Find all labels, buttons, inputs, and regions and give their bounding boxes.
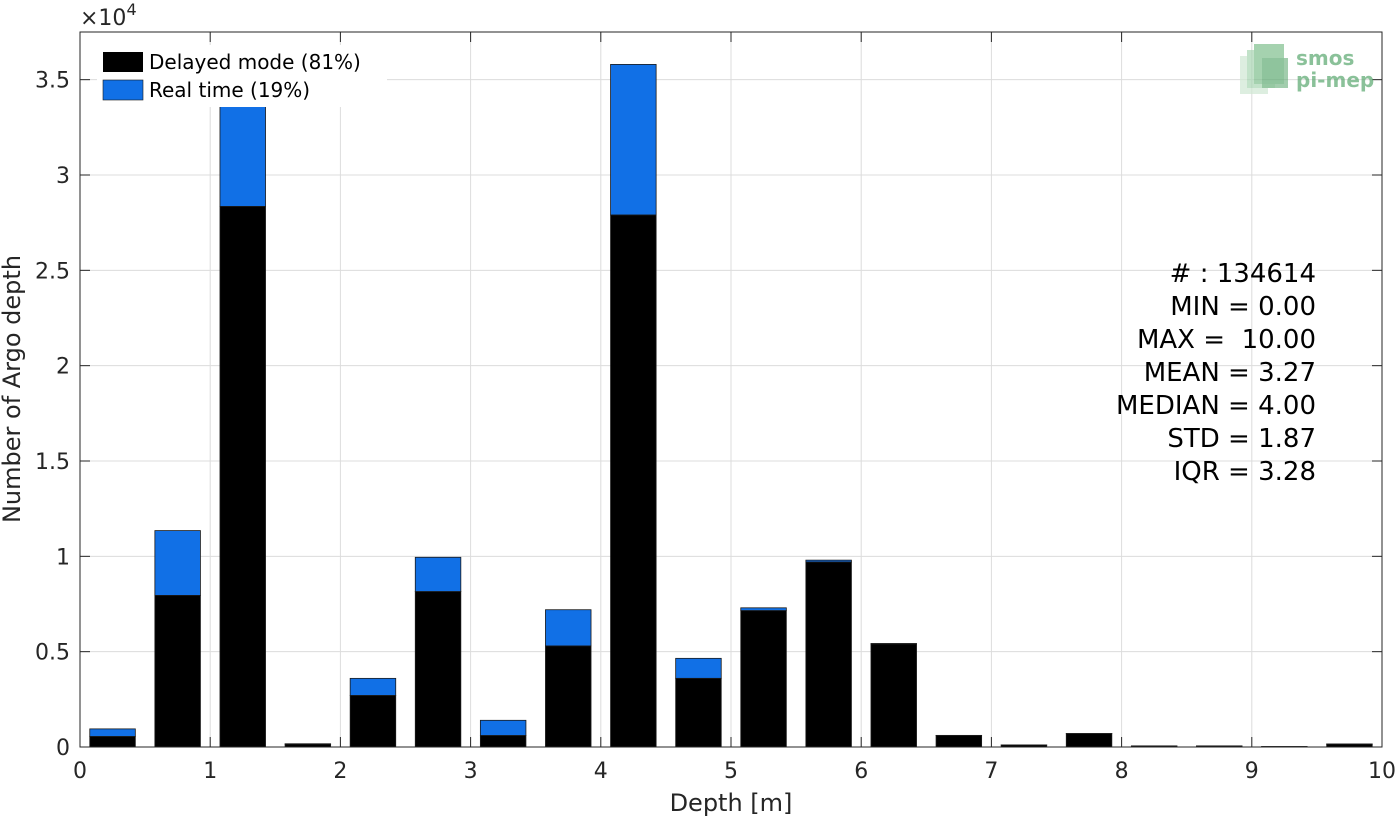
bar-realtime [740,607,787,612]
bar-delayed [935,735,983,748]
bar-delayed [545,645,592,748]
x-tick-label: 9 [1245,759,1259,784]
y-tick-label: 1 [56,545,70,570]
x-tick-label: 10 [1368,759,1396,784]
bar-delayed [349,695,397,748]
bar-realtime [154,530,201,596]
bar-delayed [89,736,136,748]
x-tick-label: 7 [984,759,998,784]
x-tick-label: 6 [854,759,868,784]
y-exponent: ×104 [80,0,137,31]
bar-realtime [610,64,657,216]
x-tick-label: 1 [203,759,217,784]
stat-mean: MEAN = 3.27 [1144,358,1316,388]
logo-mark-icon [1240,44,1288,94]
stats-annotation: # : 134614 MIN = 0.00 MAX = 10.00 MEAN =… [1116,259,1316,487]
axis-ticks: 0 1 2 3 4 5 6 7 8 9 10 0 0.5 1 1.5 2 2.5 3 3.5 [35,32,1396,784]
smos-pimep-logo: smos pi-mep [1240,44,1374,94]
bar-delayed [675,677,722,748]
x-tick-label: 3 [464,759,478,784]
bar-delayed [414,591,462,748]
y-tick-label: 2 [56,355,70,380]
x-tick-label: 0 [73,759,87,784]
y-tick-label: 2.5 [35,259,70,284]
x-tick-label: 5 [724,759,738,784]
bar-delayed [610,214,657,748]
bar-delayed [870,643,917,748]
bar-delayed [479,735,527,748]
bar-realtime [349,677,397,696]
x-tick-label: 4 [594,759,608,784]
bar-realtime [545,609,592,647]
y-axis-label: Number of Argo depth [0,255,26,523]
y-tick-label: 3.5 [35,69,70,94]
bar-delayed [219,206,266,748]
y-tick-label: 3 [56,164,70,189]
legend-label-realtime: Real time (19%) [149,78,310,102]
legend: Delayed mode (81%) Real time (19%) [97,45,387,107]
bar-realtime [89,728,136,737]
grid-lines [80,32,1382,747]
x-axis-label: Depth [m] [670,789,793,817]
bars [89,64,1373,748]
bar-delayed [1065,733,1113,748]
logo-text-pimep: pi-mep [1296,68,1374,92]
stat-min: MIN = 0.00 [1170,292,1316,322]
y-tick-label: 0 [56,736,70,761]
legend-swatch-delayed [103,52,143,72]
x-tick-label: 2 [333,759,347,784]
stat-std: STD = 1.87 [1167,424,1316,454]
stat-max: MAX = 10.00 [1137,325,1316,355]
stat-iqr: IQR = 3.28 [1174,457,1316,487]
x-tick-label: 8 [1115,759,1129,784]
bar-delayed [154,595,201,748]
stat-median: MEDIAN = 4.00 [1116,391,1316,421]
y-tick-label: 0.5 [35,641,70,666]
bar-delayed [740,610,787,748]
bar-realtime [479,719,527,736]
legend-label-delayed: Delayed mode (81%) [149,50,361,74]
stat-count: # : 134614 [1170,259,1316,289]
bar-delayed [805,561,852,748]
bar-realtime [675,657,722,679]
legend-box [97,45,387,107]
logo-text-smos: smos [1296,46,1354,70]
y-tick-label: 1.5 [35,450,70,475]
legend-swatch-realtime [102,79,144,101]
bar-realtime [414,556,462,593]
